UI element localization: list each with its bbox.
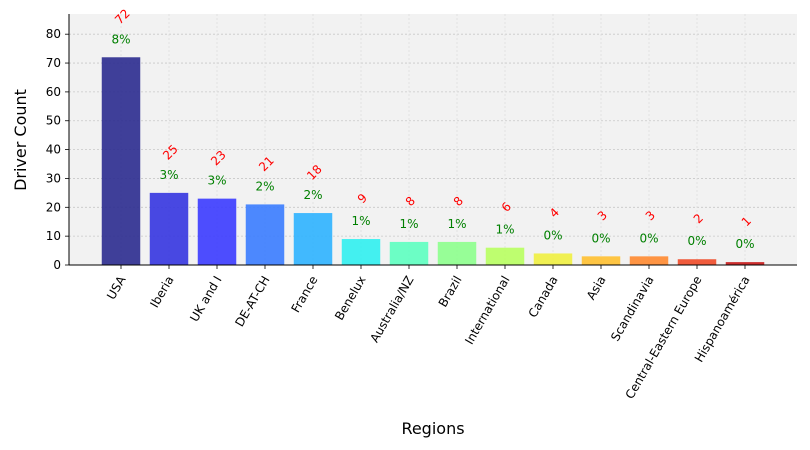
- bar: [197, 198, 237, 265]
- bar: [581, 256, 621, 265]
- x-tick-label: Brazil: [436, 274, 465, 310]
- percent-label: 0%: [543, 228, 562, 242]
- y-axis-ticks: 0 10 20 30 40 50 60 70 80: [46, 27, 69, 272]
- x-tick-label: France: [289, 274, 321, 316]
- y-tick-label: 20: [46, 200, 61, 214]
- y-tick-label: 50: [46, 114, 61, 128]
- y-tick-label: 0: [53, 258, 61, 272]
- percent-label: 8%: [111, 32, 130, 46]
- x-tick-label: Asia: [584, 274, 609, 303]
- bar: [149, 192, 189, 265]
- x-axis-ticks: USA Iberia UK and I DE-AT-CH France BeneluxAu…: [104, 265, 753, 401]
- x-tick-label: Australia/NZ: [367, 274, 416, 345]
- x-tick-label: USA: [104, 273, 129, 302]
- y-tick-label: 30: [46, 171, 61, 185]
- bar: [245, 204, 285, 265]
- percent-label: 0%: [591, 231, 610, 245]
- x-tick-label: Hispanoamérica: [692, 274, 753, 365]
- y-tick-label: 70: [46, 56, 61, 70]
- percent-label: 0%: [639, 231, 658, 245]
- x-tick-label: Iberia: [147, 274, 176, 311]
- bar: [629, 256, 669, 265]
- percent-label: 1%: [399, 217, 418, 231]
- bar: [533, 253, 573, 265]
- percent-label: 1%: [447, 217, 466, 231]
- bar: [101, 57, 141, 265]
- bar: [341, 239, 381, 265]
- percent-label: 2%: [303, 188, 322, 202]
- y-axis-title: Driver Count: [11, 89, 30, 191]
- x-tick-label: Canada: [526, 274, 561, 321]
- percent-label: 0%: [735, 237, 754, 251]
- bar: [485, 247, 525, 265]
- percent-label: 3%: [207, 174, 226, 188]
- bars: [101, 57, 765, 265]
- bar: [389, 241, 429, 265]
- y-tick-label: 60: [46, 85, 61, 99]
- percent-label: 1%: [495, 223, 514, 237]
- axes: [68, 14, 797, 266]
- plot-area: [69, 14, 797, 265]
- bar: [725, 262, 765, 265]
- percent-label: 3%: [159, 168, 178, 182]
- x-axis-title: Regions: [401, 419, 464, 438]
- bar: [293, 213, 333, 265]
- x-tick-label: Benelux: [332, 274, 368, 323]
- bar: [437, 241, 477, 265]
- x-tick-label: Scandinavia: [608, 274, 657, 344]
- x-tick-label: UK and I: [187, 274, 224, 325]
- percent-label: 0%: [687, 234, 706, 248]
- y-tick-label: 40: [46, 143, 61, 157]
- x-tick-label: DE-AT-CH: [232, 274, 272, 330]
- y-tick-label: 10: [46, 229, 61, 243]
- y-tick-label: 80: [46, 27, 61, 41]
- percent-label: 1%: [351, 214, 370, 228]
- bar: [677, 259, 717, 265]
- percent-label: 2%: [255, 179, 274, 193]
- x-tick-label: International: [462, 274, 512, 347]
